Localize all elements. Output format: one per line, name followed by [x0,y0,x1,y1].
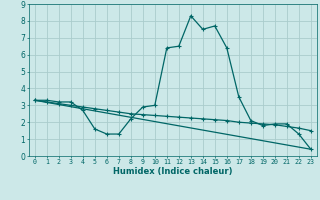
X-axis label: Humidex (Indice chaleur): Humidex (Indice chaleur) [113,167,233,176]
